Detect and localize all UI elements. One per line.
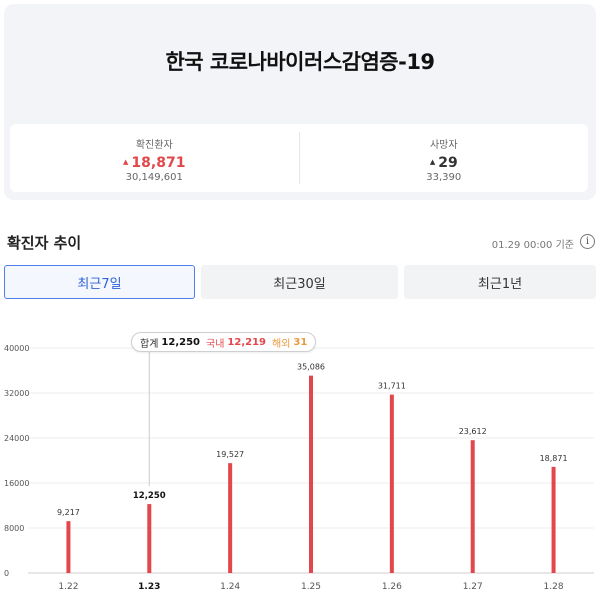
- section-title: 확진자 추이: [7, 234, 82, 252]
- daily-cases-bar-chart: 0 8000 16000 24000 32000 40000 9,217 1.22 12,250…: [4, 344, 594, 592]
- bar-value-label: 12,250: [133, 491, 166, 501]
- x-tick-label: 1.26: [382, 582, 402, 592]
- deaths-stat: 사망자 ▲ 29 33,390: [300, 124, 589, 192]
- bar-value-label: 19,527: [216, 450, 244, 459]
- page-title: 한국 코로나바이러스감염증-19: [165, 50, 435, 74]
- bar-value-label: 35,086: [297, 363, 325, 372]
- confirmed-stat: 확진환자 ▲ 18,871 30,149,601: [10, 124, 299, 192]
- bar: [389, 394, 394, 573]
- y-tick-label: 40000: [4, 344, 29, 353]
- tooltip-total-value: 12,250: [161, 336, 200, 348]
- tooltip-overseas-label: 해외: [272, 338, 291, 350]
- x-tick-label: 1.27: [463, 582, 483, 592]
- bar: [147, 504, 152, 573]
- y-tick-label: 0: [4, 569, 9, 578]
- tab-recent-1-year[interactable]: 최근1년: [404, 265, 596, 299]
- timestamp: 01.29 00:00 기준: [491, 240, 574, 251]
- deaths-label: 사망자: [429, 140, 458, 151]
- x-tick-label: 1.25: [301, 582, 321, 592]
- deaths-total: 33,390: [426, 172, 462, 183]
- up-arrow-icon: ▲: [123, 158, 129, 166]
- x-tick-label: 1.22: [58, 582, 78, 592]
- confirmed-change: ▲ 18,871: [123, 155, 186, 171]
- stat-divider: [298, 132, 300, 184]
- tooltip-domestic-label: 국내: [206, 338, 225, 350]
- tab-recent-30-days[interactable]: 최근30일: [201, 265, 398, 299]
- bar: [228, 463, 233, 573]
- up-arrow-icon: ▲: [429, 158, 436, 166]
- x-tick-label: 1.23: [138, 582, 160, 592]
- y-tick-label: 8000: [4, 524, 24, 533]
- bar: [551, 466, 556, 573]
- bar: [309, 375, 313, 573]
- y-tick-label: 16000: [4, 479, 29, 488]
- deaths-change: ▲ 29: [429, 155, 458, 171]
- x-tick-label: 1.24: [220, 582, 240, 592]
- confirmed-total: 30,149,601: [125, 172, 183, 183]
- tooltip-total-label: 합계: [140, 338, 159, 350]
- info-icon[interactable]: i: [580, 234, 595, 249]
- x-tick-label: 1.28: [544, 582, 564, 592]
- tooltip-domestic-value: 12,219: [227, 336, 266, 348]
- confirmed-label: 확진환자: [135, 140, 173, 151]
- tooltip-overseas-value: 31: [293, 336, 308, 348]
- tab-recent-7-days[interactable]: 최근7일: [4, 265, 195, 299]
- bar-value-label: 23,612: [459, 427, 487, 436]
- bar-value-label: 31,711: [378, 382, 406, 391]
- y-tick-label: 24000: [4, 434, 29, 443]
- bar-value-label: 9,217: [57, 508, 80, 517]
- y-tick-label: 32000: [4, 389, 29, 398]
- bar: [470, 440, 475, 573]
- selected-day-tooltip: 합계 12,250 국내 12,219 해외 31: [131, 332, 317, 352]
- bar: [66, 521, 71, 573]
- bar-value-label: 18,871: [540, 454, 568, 463]
- stats-box: 확진환자 ▲ 18,871 30,149,601 사망자 ▲ 29 33,390: [10, 124, 588, 192]
